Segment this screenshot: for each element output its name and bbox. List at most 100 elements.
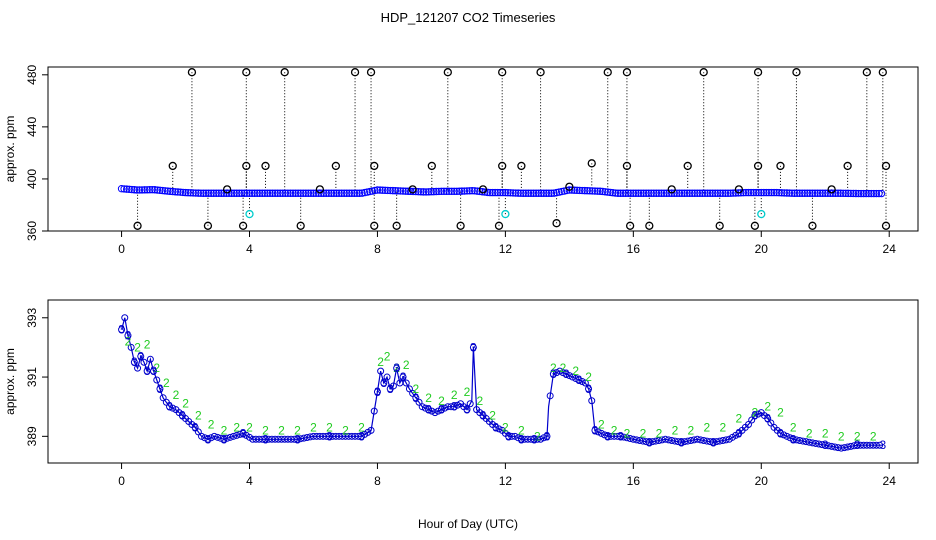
series-3-point xyxy=(533,435,541,443)
baseline-point xyxy=(373,186,382,194)
series-3-label: 3 xyxy=(131,355,138,369)
series-2-label: 2 xyxy=(777,406,784,420)
baseline-point xyxy=(624,189,632,197)
baseline-point xyxy=(194,189,203,197)
calibration-point xyxy=(245,209,254,219)
series-3-point xyxy=(402,379,410,387)
series-3-point xyxy=(370,407,378,415)
baseline-point xyxy=(660,189,668,197)
baseline-point xyxy=(755,188,763,197)
baseline-point xyxy=(499,188,507,197)
baseline-point xyxy=(760,188,768,197)
series-3-point xyxy=(575,376,583,384)
series-3-point xyxy=(588,397,596,405)
series-3-point xyxy=(697,436,704,444)
baseline-point xyxy=(135,186,144,194)
series-3-point xyxy=(549,370,557,378)
series-3-point xyxy=(639,437,647,445)
baseline-point xyxy=(268,189,277,197)
baseline-point xyxy=(706,189,714,197)
spike-mids-point xyxy=(427,161,436,171)
baseline-point xyxy=(788,189,796,197)
baseline-point xyxy=(632,189,640,197)
spike-highs-point xyxy=(443,68,452,77)
series-3-point xyxy=(671,437,679,445)
series-3-label: 3 xyxy=(262,432,269,446)
baseline-point xyxy=(238,189,246,197)
baseline-point xyxy=(128,185,136,194)
baseline-point xyxy=(688,189,696,197)
baseline-point xyxy=(552,188,561,197)
baseline-point xyxy=(146,186,154,194)
baseline-point xyxy=(435,187,443,196)
baseline-point xyxy=(156,186,164,194)
series-3-point xyxy=(450,403,458,411)
series-3-label: 3 xyxy=(166,400,173,414)
baseline-point xyxy=(504,189,512,197)
spike-mids-point xyxy=(881,161,891,171)
series-3-label: 3 xyxy=(381,376,388,390)
series-2-label: 2 xyxy=(464,385,471,399)
series-3-point xyxy=(661,435,669,443)
spike-highs-point xyxy=(280,68,289,77)
baseline-point xyxy=(442,187,451,196)
y-tick-label: 391 xyxy=(25,367,39,387)
baseline-point xyxy=(693,189,702,197)
series-3-point xyxy=(159,394,167,402)
baseline-point xyxy=(849,189,858,198)
series-3-point xyxy=(214,433,222,441)
series-3-point xyxy=(223,434,231,442)
baseline-point xyxy=(734,189,742,197)
series-3-label: 3 xyxy=(777,426,784,440)
series-3-label: 3 xyxy=(144,364,151,378)
series-3-point xyxy=(466,400,474,408)
series-3-point xyxy=(537,435,545,443)
baseline-point xyxy=(407,187,415,196)
baseline-point xyxy=(304,189,313,197)
baseline-point xyxy=(744,188,753,197)
series-2-label: 2 xyxy=(278,423,285,437)
series-3-point xyxy=(441,404,449,412)
baseline-point xyxy=(117,184,126,193)
baseline-point xyxy=(286,189,295,197)
series-3-label: 3 xyxy=(192,420,199,434)
baseline-point xyxy=(775,188,783,197)
series-3-point xyxy=(620,433,628,441)
baseline-point xyxy=(778,189,786,197)
chart-title: HDP_121207 CO2 Timeseries xyxy=(381,10,556,25)
series-3-point xyxy=(840,444,848,452)
x-tick-label: 4 xyxy=(246,242,253,256)
series-2-label: 2 xyxy=(502,420,509,434)
baseline-point xyxy=(862,189,870,198)
baseline-point xyxy=(258,189,267,197)
baseline-point xyxy=(263,189,272,197)
series-3-point xyxy=(808,439,816,447)
baseline-point xyxy=(545,189,553,197)
spike-mids-point xyxy=(168,161,177,171)
baseline-point xyxy=(233,189,241,197)
baseline-point xyxy=(836,189,845,197)
baseline-point xyxy=(181,188,190,197)
baseline-point xyxy=(854,189,863,198)
series-3-point xyxy=(748,416,756,424)
baseline-point xyxy=(358,189,366,197)
baseline-point xyxy=(207,189,215,197)
calibration-point xyxy=(757,209,766,219)
spike-mids-point xyxy=(261,161,270,171)
baseline-point xyxy=(197,189,205,197)
series-2-label: 2 xyxy=(560,361,567,375)
baseline-point xyxy=(363,188,371,196)
baseline-point xyxy=(122,185,131,193)
baseline-point xyxy=(458,187,466,195)
series-3-point xyxy=(789,435,797,443)
baseline-point xyxy=(371,186,379,195)
baseline-point xyxy=(130,186,139,194)
baseline-point xyxy=(496,188,504,197)
series-3-label: 3 xyxy=(150,364,157,378)
series-3-point xyxy=(405,385,413,393)
baseline-point xyxy=(639,189,648,197)
series-3-point xyxy=(150,367,158,375)
series-2-label: 2 xyxy=(550,361,557,375)
series-3-label: 3 xyxy=(563,367,570,381)
baseline-point xyxy=(327,189,336,197)
